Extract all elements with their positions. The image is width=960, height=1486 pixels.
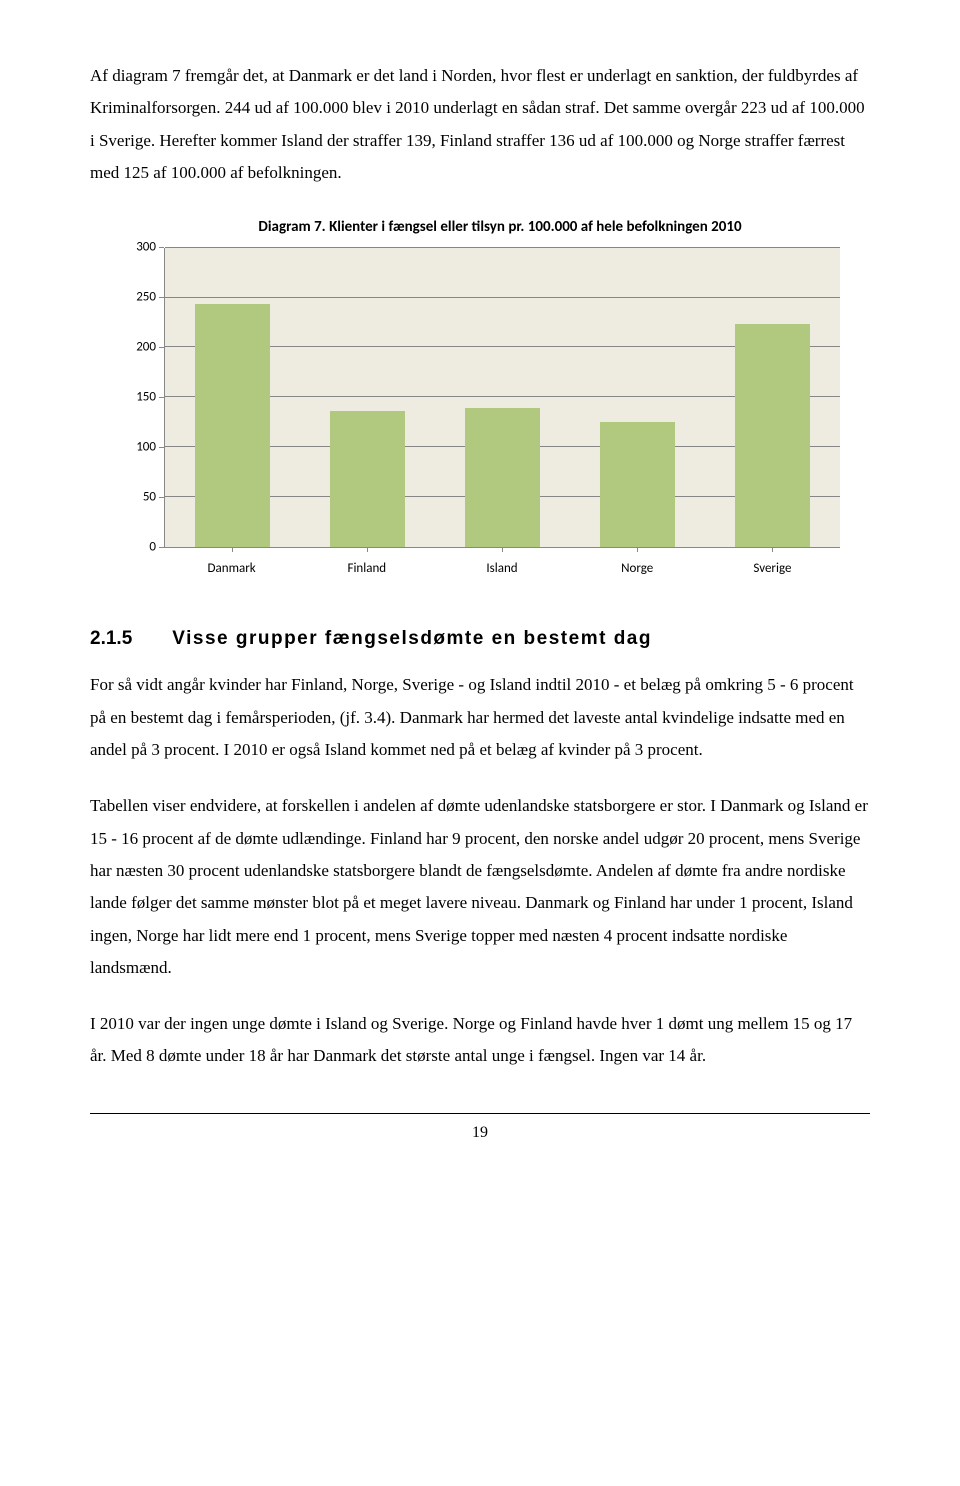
chart-y-tick-label: 150 xyxy=(120,385,156,410)
chart-plot-area xyxy=(164,248,840,548)
body-paragraph: Tabellen viser endvidere, at forskellen … xyxy=(90,790,870,984)
chart-y-tick-label: 100 xyxy=(120,435,156,460)
chart-x-label: Danmark xyxy=(164,557,299,582)
section-heading: 2.1.5 Visse grupper fængselsdømte en best… xyxy=(90,621,870,657)
chart-y-tick-label: 300 xyxy=(120,235,156,260)
chart-y-axis: 050100150200250300 xyxy=(120,248,164,548)
diagram-7-chart: Diagram 7. Klienter i fængsel eller tils… xyxy=(120,213,840,581)
chart-x-label: Sverige xyxy=(705,557,840,582)
chart-bar xyxy=(465,408,541,547)
chart-x-axis: DanmarkFinlandIslandNorgeSverige xyxy=(164,557,840,582)
intro-paragraph: Af diagram 7 fremgår det, at Danmark er … xyxy=(90,60,870,189)
chart-title: Diagram 7. Klienter i fængsel eller tils… xyxy=(160,213,840,242)
chart-y-tick-label: 200 xyxy=(120,335,156,360)
chart-bar xyxy=(600,422,676,547)
chart-bar xyxy=(330,411,406,547)
section-title: Visse grupper fængselsdømte en bestemt d… xyxy=(172,628,652,649)
chart-y-tick-label: 250 xyxy=(120,285,156,310)
body-paragraph: For så vidt angår kvinder har Finland, N… xyxy=(90,669,870,766)
page-number: 19 xyxy=(90,1113,870,1148)
section-number: 2.1.5 xyxy=(90,628,132,649)
body-paragraph: I 2010 var der ingen unge dømte i Island… xyxy=(90,1008,870,1073)
chart-y-tick-label: 0 xyxy=(120,535,156,560)
chart-y-tick-label: 50 xyxy=(120,485,156,510)
chart-x-label: Island xyxy=(434,557,569,582)
chart-bar xyxy=(195,304,271,547)
chart-x-tickmarks xyxy=(164,548,840,553)
chart-bar xyxy=(735,324,811,546)
chart-x-label: Finland xyxy=(299,557,434,582)
chart-x-label: Norge xyxy=(570,557,705,582)
